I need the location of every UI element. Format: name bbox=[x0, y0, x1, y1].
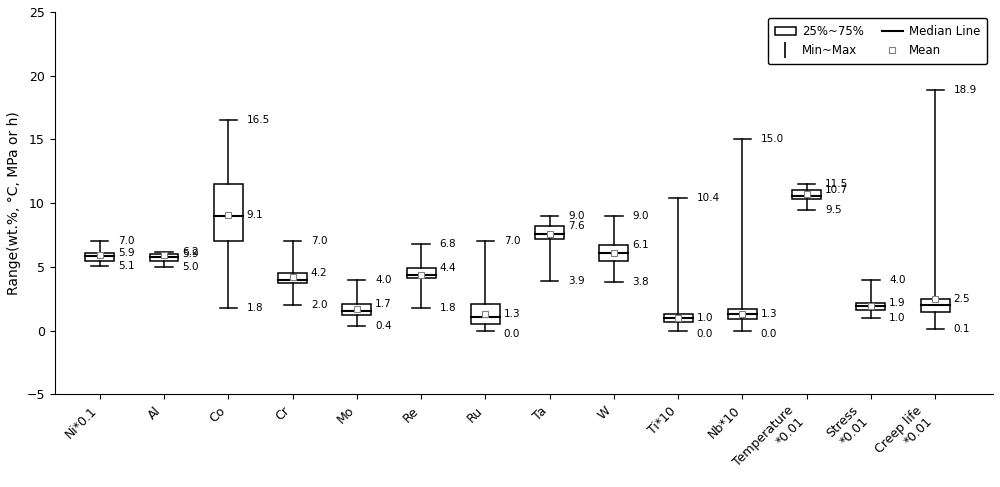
Text: 9.5: 9.5 bbox=[825, 205, 842, 215]
FancyBboxPatch shape bbox=[535, 226, 564, 239]
Text: 4.0: 4.0 bbox=[375, 275, 392, 285]
Text: 9.0: 9.0 bbox=[568, 211, 584, 221]
Text: 0.0: 0.0 bbox=[504, 330, 520, 339]
Text: 4.4: 4.4 bbox=[439, 263, 456, 273]
FancyBboxPatch shape bbox=[407, 268, 436, 279]
Text: 7.6: 7.6 bbox=[568, 221, 585, 231]
Text: 16.5: 16.5 bbox=[247, 115, 270, 125]
Text: 1.9: 1.9 bbox=[889, 298, 906, 308]
Text: 0.4: 0.4 bbox=[375, 320, 392, 331]
FancyBboxPatch shape bbox=[921, 299, 950, 312]
Text: 6.8: 6.8 bbox=[439, 239, 456, 249]
Text: 4.2: 4.2 bbox=[311, 268, 327, 278]
Legend: 25%~75%, Min~Max, Median Line, Mean: 25%~75%, Min~Max, Median Line, Mean bbox=[768, 18, 987, 64]
Text: 1.7: 1.7 bbox=[375, 299, 392, 309]
Text: 6.2: 6.2 bbox=[182, 246, 199, 257]
Text: 2.0: 2.0 bbox=[311, 300, 327, 310]
Text: 18.9: 18.9 bbox=[954, 85, 977, 94]
Text: 0.0: 0.0 bbox=[761, 330, 777, 339]
FancyBboxPatch shape bbox=[278, 273, 307, 283]
FancyBboxPatch shape bbox=[664, 314, 693, 322]
Text: 3.8: 3.8 bbox=[632, 277, 649, 287]
Text: 1.8: 1.8 bbox=[439, 303, 456, 313]
Text: 10.4: 10.4 bbox=[696, 193, 720, 203]
Text: 0.0: 0.0 bbox=[696, 330, 713, 339]
Text: 9.1: 9.1 bbox=[247, 209, 263, 220]
Text: 7.0: 7.0 bbox=[504, 236, 520, 246]
FancyBboxPatch shape bbox=[150, 254, 178, 261]
Text: 5.0: 5.0 bbox=[182, 262, 199, 272]
FancyBboxPatch shape bbox=[342, 304, 371, 316]
Y-axis label: Range(wt.%, °C, MPa or h): Range(wt.%, °C, MPa or h) bbox=[7, 112, 21, 295]
FancyBboxPatch shape bbox=[599, 245, 628, 261]
Text: 1.3: 1.3 bbox=[504, 309, 520, 319]
Text: 1.3: 1.3 bbox=[761, 309, 777, 319]
FancyBboxPatch shape bbox=[728, 309, 757, 319]
Text: 15.0: 15.0 bbox=[761, 134, 784, 145]
FancyBboxPatch shape bbox=[214, 184, 243, 242]
Text: 1.0: 1.0 bbox=[889, 313, 906, 323]
FancyBboxPatch shape bbox=[792, 190, 821, 199]
FancyBboxPatch shape bbox=[85, 253, 114, 261]
Text: 10.7: 10.7 bbox=[825, 186, 848, 195]
Text: 7.0: 7.0 bbox=[311, 236, 327, 246]
FancyBboxPatch shape bbox=[471, 304, 500, 324]
Text: 4.0: 4.0 bbox=[889, 275, 906, 285]
Text: 5.9: 5.9 bbox=[182, 249, 199, 259]
Text: 1.8: 1.8 bbox=[247, 303, 263, 313]
FancyBboxPatch shape bbox=[856, 302, 885, 310]
Text: 0.1: 0.1 bbox=[954, 324, 970, 335]
Text: 2.5: 2.5 bbox=[954, 294, 970, 304]
Text: 9.0: 9.0 bbox=[632, 211, 649, 221]
Text: 11.5: 11.5 bbox=[825, 179, 848, 189]
Text: 1.0: 1.0 bbox=[696, 313, 713, 323]
Text: 5.1: 5.1 bbox=[118, 261, 135, 271]
Text: 5.9: 5.9 bbox=[118, 248, 135, 258]
Text: 3.9: 3.9 bbox=[568, 276, 585, 286]
Text: 6.1: 6.1 bbox=[632, 240, 649, 250]
Text: 7.0: 7.0 bbox=[118, 236, 135, 246]
